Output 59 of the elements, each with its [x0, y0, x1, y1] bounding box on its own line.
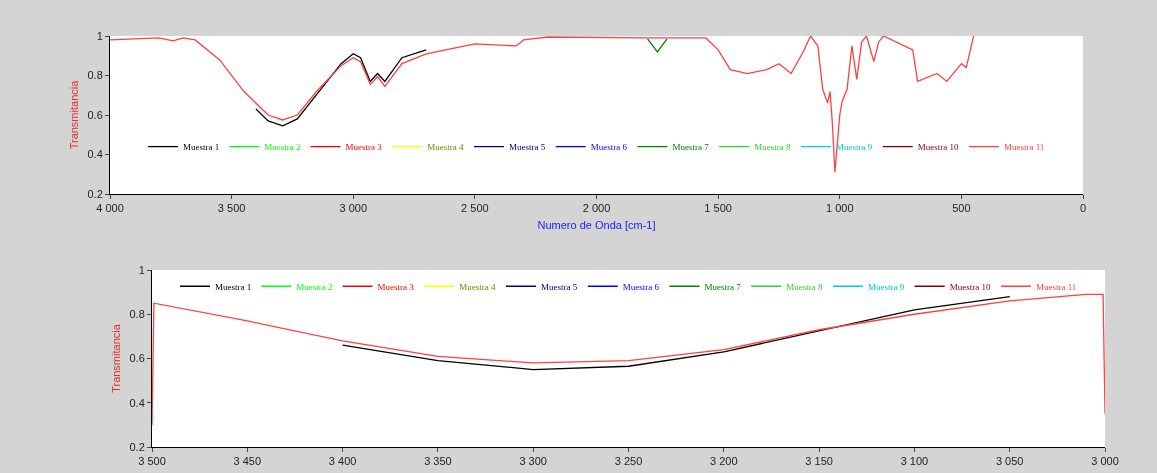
legend-label: Muestra 2 — [296, 281, 333, 292]
legend-label: Muestra 8 — [786, 281, 823, 292]
legend-label: Muestra 1 — [183, 142, 220, 153]
legend-label: Muestra 8 — [754, 142, 791, 153]
y-tick-label: 0.2 — [129, 440, 145, 453]
legend-label: Muestra 4 — [459, 281, 496, 292]
x-tick-label: 3 250 — [614, 455, 643, 468]
legend-label: Muestra 3 — [377, 281, 415, 292]
y-tick-label: 0.8 — [129, 308, 145, 321]
x-tick-label: 3 500 — [138, 455, 166, 468]
y-tick-label: 0.2 — [87, 187, 103, 200]
line-series — [110, 36, 975, 173]
y-tick-label: 0.6 — [87, 108, 103, 121]
x-tick-label: 3 100 — [900, 455, 929, 468]
legend-label: Muestra 7 — [672, 142, 710, 153]
line-series — [341, 295, 1011, 371]
legend-label: Muestra 9 — [867, 281, 905, 292]
y-axis-title: Transmitancia — [68, 79, 81, 150]
legend-label: Muestra 5 — [508, 142, 546, 153]
legend-label: Muestra 10 — [949, 281, 991, 292]
x-tick-label: 0 — [1079, 202, 1087, 215]
legend-label: Muestra 7 — [704, 281, 742, 292]
x-tick-label: 2 500 — [461, 202, 489, 215]
x-tick-label: 3 300 — [519, 455, 547, 468]
y-tick-label: 0.4 — [129, 396, 145, 409]
x-tick-label: 2 000 — [582, 202, 611, 215]
legend-label: Muestra 4 — [427, 142, 464, 153]
line-series — [152, 293, 1105, 426]
legend-label: Muestra 10 — [917, 142, 959, 153]
legend-label: Muestra 6 — [590, 142, 628, 153]
y-tick-label: 0.8 — [87, 69, 103, 82]
x-tick-label: 1 000 — [825, 202, 854, 215]
x-tick-label: 3 450 — [233, 455, 262, 468]
x-tick-label: 4 000 — [96, 202, 124, 215]
y-tick-label: 1 — [96, 29, 103, 42]
x-tick-label: 500 — [952, 202, 971, 215]
legend-label: Muestra 5 — [540, 281, 578, 292]
y-axis-title: Transmitancia — [110, 323, 123, 393]
y-tick-label: 0.4 — [87, 148, 103, 161]
x-tick-label: 3 200 — [710, 455, 738, 468]
x-tick-label: 3 350 — [424, 455, 452, 468]
legend-label: Muestra 11 — [1003, 142, 1045, 153]
x-tick-label: 3 400 — [328, 455, 357, 468]
y-tick-label: 0.6 — [129, 352, 145, 365]
y-tick-label: 1 — [138, 263, 145, 276]
legend-label: Muestra 6 — [622, 281, 660, 292]
legend-label: Muestra 9 — [835, 142, 873, 153]
legend-label: Muestra 1 — [215, 281, 252, 292]
line-series — [255, 49, 427, 127]
x-tick-label: 3 500 — [217, 202, 246, 215]
x-tick-label: 3 150 — [805, 455, 833, 468]
x-tick-label: 1 500 — [704, 202, 732, 215]
legend-label: Muestra 3 — [345, 142, 383, 153]
legend-label: Muestra 11 — [1035, 281, 1077, 292]
x-tick-label: 3 000 — [339, 202, 368, 215]
x-tick-label: 3 050 — [995, 455, 1024, 468]
x-axis-title: Numero de Onda [cm-1] — [537, 219, 656, 232]
legend-label: Muestra 2 — [264, 142, 301, 153]
x-tick-label: 3 000 — [1091, 455, 1119, 468]
